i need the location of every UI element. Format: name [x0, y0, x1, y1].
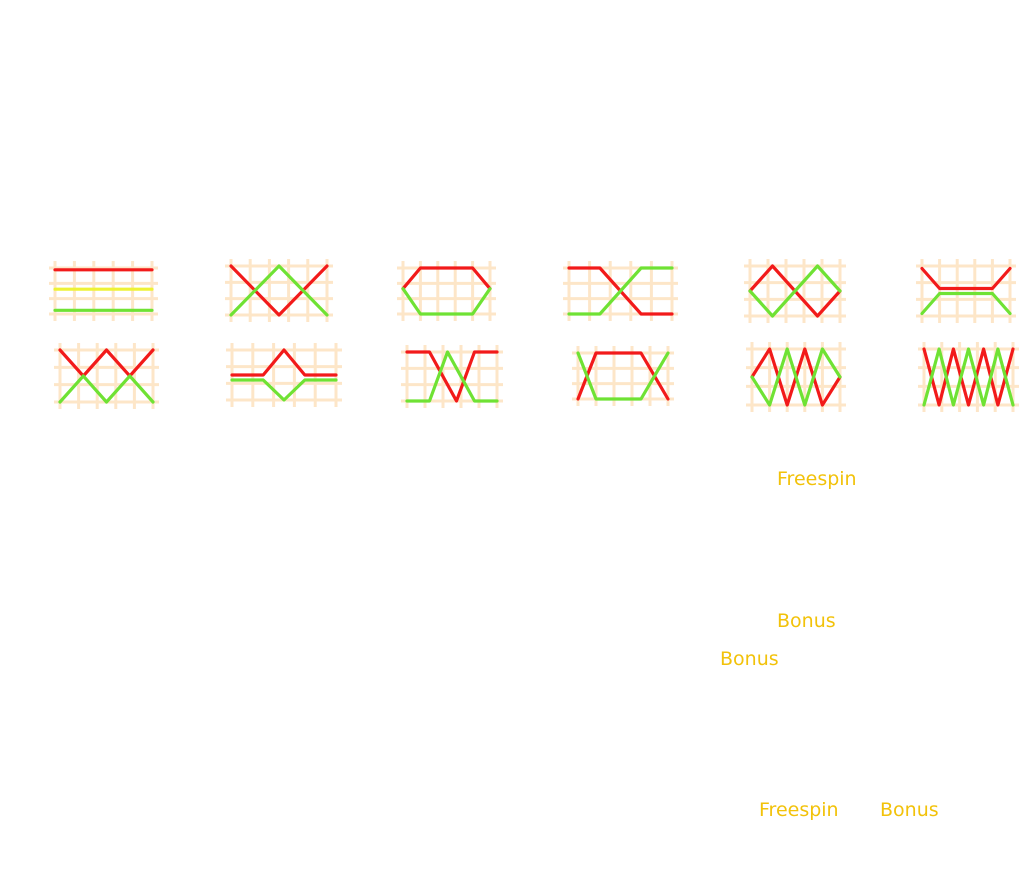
- payline-10: [572, 346, 674, 406]
- payline-12: [918, 342, 1019, 412]
- payline-red-line: [401, 266, 492, 291]
- payline-11: [746, 342, 846, 412]
- payline-green-line: [750, 347, 842, 407]
- payline-green-line: [920, 291, 1012, 316]
- payline-grid: [54, 343, 159, 409]
- freespin-label: Freespin: [759, 799, 839, 821]
- payline-3: [397, 261, 496, 321]
- payline-red-line: [920, 266, 1012, 291]
- payline-7: [54, 343, 159, 409]
- payline-red-line: [229, 264, 329, 317]
- payline-5: [744, 259, 846, 323]
- payline-1: [49, 261, 158, 321]
- payline-grid: [225, 259, 333, 322]
- payline-6: [916, 259, 1016, 323]
- payline-red-line: [405, 350, 499, 403]
- bonus-label: Bonus: [880, 799, 939, 821]
- payline-4: [563, 261, 678, 321]
- payline-green-line: [922, 347, 1015, 407]
- payline-green-line: [401, 287, 492, 316]
- payline-grid: [226, 343, 342, 407]
- bonus-label: Bonus: [720, 648, 779, 670]
- payline-9: [401, 345, 503, 408]
- payline-red-line: [922, 347, 1015, 407]
- payline-2: [225, 259, 333, 322]
- payline-grid: [916, 259, 1016, 323]
- payline-grid: [397, 261, 496, 321]
- payline-green-line: [748, 264, 842, 318]
- payline-red-line: [58, 348, 155, 378]
- payline-green-line: [230, 378, 338, 402]
- payline-green-line: [405, 350, 499, 403]
- payline-green-line: [229, 264, 329, 317]
- payline-green-line: [576, 351, 670, 401]
- payline-8: [226, 343, 342, 407]
- freespin-label: Freespin: [777, 468, 857, 490]
- bonus-label: Bonus: [777, 610, 836, 632]
- payline-green-line: [58, 374, 155, 404]
- payline-red-line: [230, 348, 338, 377]
- payline-green-line: [567, 266, 674, 316]
- payline-grid: [401, 345, 503, 408]
